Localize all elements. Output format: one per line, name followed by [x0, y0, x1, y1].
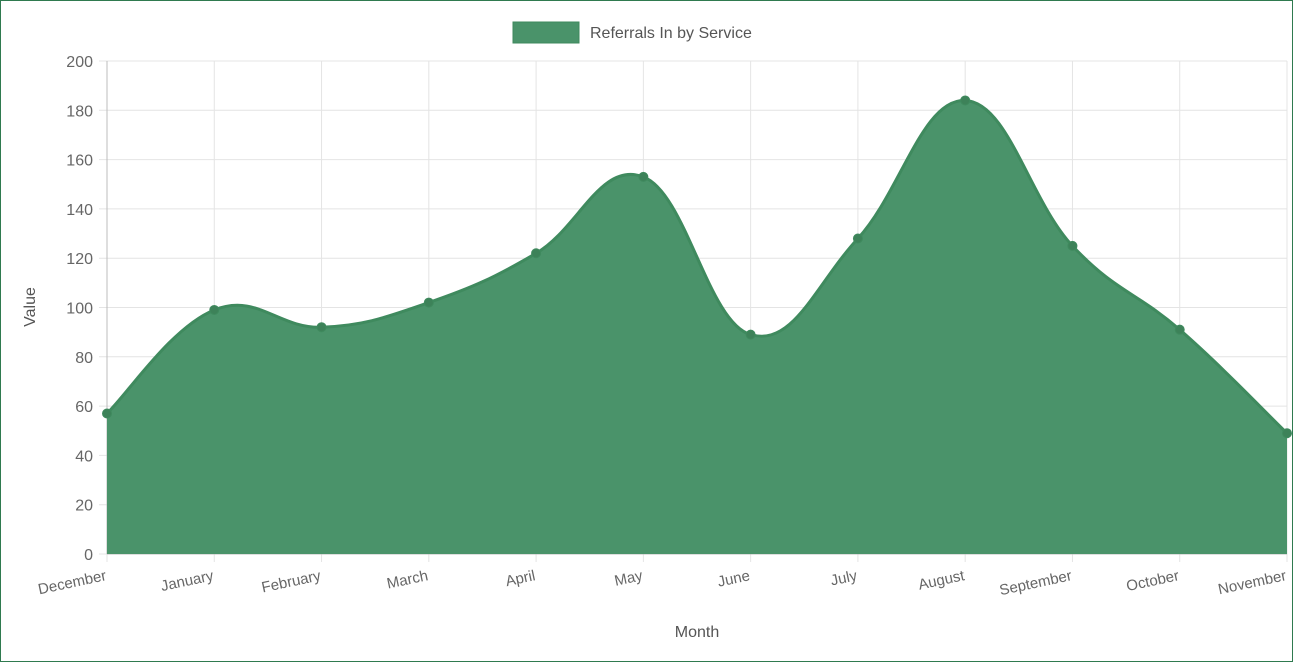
y-tick-label: 180	[66, 103, 93, 120]
area-fill	[107, 100, 1287, 554]
x-tick-label: April	[504, 567, 537, 590]
y-tick-label: 20	[75, 498, 93, 515]
data-point-february[interactable]	[316, 322, 327, 333]
y-axis-label: Value	[22, 287, 39, 327]
legend[interactable]: Referrals In by Service	[512, 21, 752, 44]
y-tick-label: 0	[84, 547, 93, 564]
x-tick-label: May	[613, 567, 645, 590]
x-axis-ticks: December January February March April May June…	[37, 567, 1288, 599]
data-point-june[interactable]	[745, 329, 756, 340]
series-area	[105, 98, 1289, 554]
data-point-september[interactable]	[1067, 240, 1078, 251]
x-tick-label: June	[716, 567, 751, 590]
data-point-august[interactable]	[960, 95, 971, 106]
x-tick-label: July	[829, 567, 859, 589]
data-point-july[interactable]	[852, 233, 863, 244]
data-points	[102, 95, 1292, 439]
legend-swatch[interactable]	[512, 21, 580, 44]
x-axis-label: Month	[675, 624, 719, 641]
y-tick-label: 140	[66, 202, 93, 219]
x-tick-label: February	[260, 567, 323, 596]
y-tick-label: 160	[66, 153, 93, 170]
x-tick-label: March	[385, 567, 429, 592]
x-tick-label: October	[1125, 567, 1181, 595]
data-point-october[interactable]	[1174, 324, 1185, 335]
y-tick-label: 200	[66, 54, 93, 71]
y-tick-label: 60	[75, 399, 93, 416]
data-point-april[interactable]	[531, 248, 542, 259]
y-tick-label: 80	[75, 350, 93, 367]
legend-label[interactable]: Referrals In by Service	[590, 25, 752, 42]
x-tick-label: December	[37, 567, 108, 598]
x-tick-label: November	[1217, 567, 1288, 598]
x-tick-label: September	[998, 567, 1073, 599]
data-point-january[interactable]	[209, 304, 220, 315]
data-point-december[interactable]	[102, 408, 112, 419]
x-tick-label: August	[917, 567, 967, 594]
x-tick-label: January	[159, 567, 215, 595]
y-axis-ticks: 0 20 40 60 80 100 120 140 160 180 200	[66, 54, 93, 564]
data-point-march[interactable]	[423, 297, 434, 308]
y-tick-label: 100	[66, 301, 93, 318]
data-point-may[interactable]	[638, 171, 649, 182]
y-tick-label: 40	[75, 448, 93, 465]
data-point-november[interactable]	[1282, 428, 1292, 439]
y-tick-label: 120	[66, 251, 93, 268]
